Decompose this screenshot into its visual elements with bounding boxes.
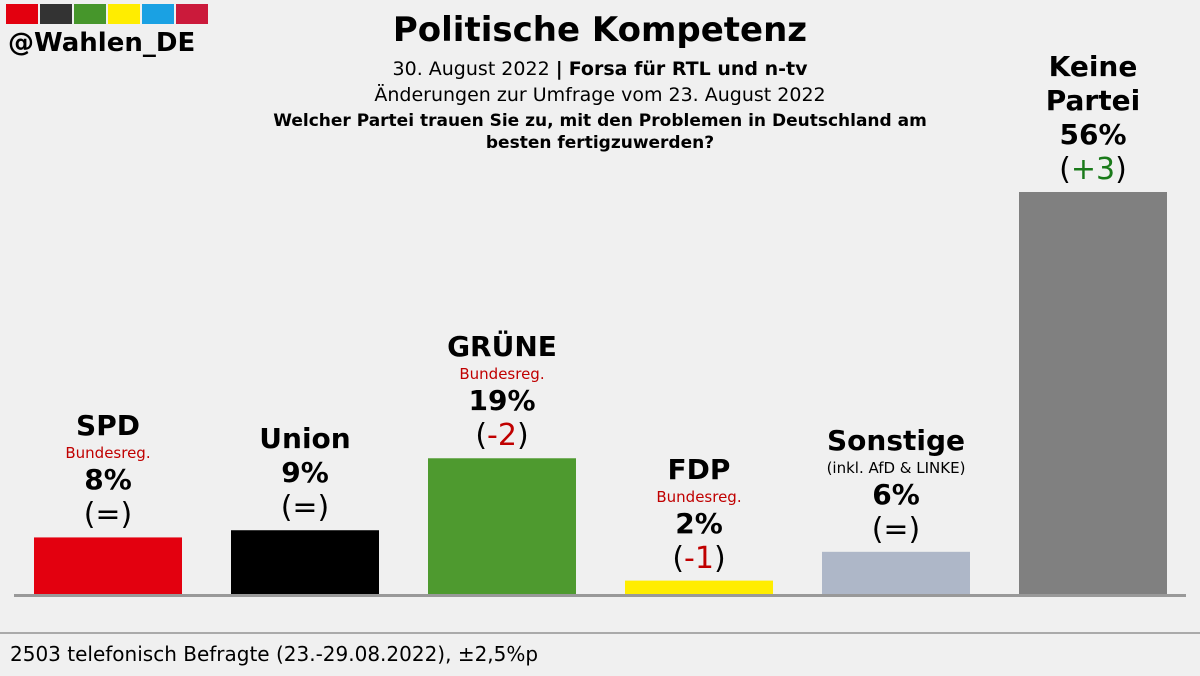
color-swatch-strip (6, 4, 208, 24)
bar-fdp (625, 580, 773, 595)
party-name: Union (259, 422, 351, 456)
color-swatch-4 (142, 4, 174, 24)
party-change: (-2) (475, 418, 529, 454)
color-swatch-1 (40, 4, 72, 24)
party-subtitle: (inkl. AfD & LINKE) (826, 458, 966, 477)
survey-separator: | (555, 58, 563, 80)
party-subtitle: Bundesreg. (656, 487, 742, 506)
footer-divider (0, 632, 1200, 634)
comparison-note: Änderungen zur Umfrage vom 23. August 20… (374, 84, 826, 106)
survey-source: Forsa für RTL und n-tv (568, 58, 808, 80)
bar-label-group: FDP Bundesreg. 2% (-1) (604, 453, 794, 577)
color-swatch-0 (6, 4, 38, 24)
party-change: (=) (280, 490, 330, 526)
chart-baseline (14, 594, 1186, 597)
party-change: (+3) (1059, 152, 1127, 187)
party-percent: 9% (281, 456, 329, 490)
party-change: (-1) (672, 540, 726, 576)
party-subtitle: Bundesreg. (65, 444, 151, 463)
bar-spd (34, 537, 182, 595)
bar-label-group: Union 9% (=) (210, 422, 400, 526)
party-name: Sonstige (826, 423, 966, 457)
bar-keine-partei (1019, 192, 1167, 595)
color-swatch-3 (108, 4, 140, 24)
party-name: FDP (667, 452, 731, 486)
party-change: (=) (871, 511, 921, 547)
party-percent: 19% (468, 384, 536, 418)
account-handle: @Wahlen_DE (8, 28, 196, 58)
color-swatch-2 (74, 4, 106, 24)
party-percent: 56% (1059, 118, 1127, 151)
footer-note: 2503 telefonisch Befragte (23.-29.08.202… (10, 642, 539, 666)
party-subtitle: Bundesreg. (459, 365, 545, 384)
color-swatch-5 (176, 4, 208, 24)
party-name: SPD (76, 409, 140, 443)
survey-date: 30. August 2022 (392, 58, 550, 80)
party-percent: 6% (872, 477, 920, 511)
bar-union (231, 530, 379, 595)
party-percent: 2% (675, 506, 723, 540)
party-name: Keine Partei (1045, 50, 1141, 117)
party-change: (=) (83, 497, 133, 533)
party-percent: 8% (84, 463, 132, 497)
bar-label-group: SPD Bundesreg. 8% (=) (13, 409, 203, 533)
survey-question: Welcher Partei trauen Sie zu, mit den Pr… (273, 111, 927, 153)
bar-label-group: Sonstige (inkl. AfD & LINKE) 6% (=) (801, 424, 991, 548)
bar-gr-ne (428, 458, 576, 595)
party-name: GRÜNE (447, 330, 557, 364)
survey-info: 30. August 2022 | Forsa für RTL und n-tv (0, 58, 1200, 80)
bar-label-group: GRÜNE Bundesreg. 19% (-2) (407, 330, 597, 454)
bar-label-group: Keine Partei 56% (+3) (998, 50, 1188, 188)
chart-title: Politische Kompetenz (392, 10, 808, 50)
bar-sonstige (822, 551, 970, 595)
